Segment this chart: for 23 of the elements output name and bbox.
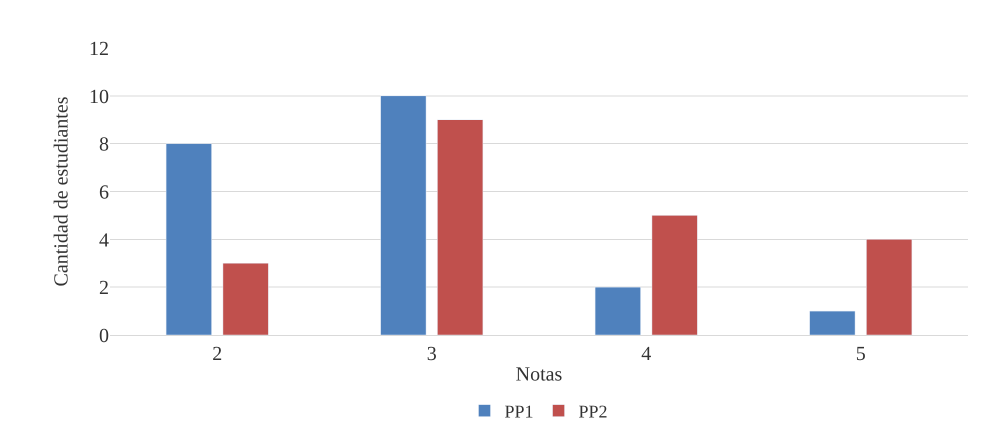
x-tick-label: 4 [641, 343, 652, 365]
x-tick-label: 3 [426, 343, 437, 365]
y-tick-label: 8 [99, 134, 109, 156]
legend-label: PP2 [578, 402, 608, 422]
x-tick-label: 2 [212, 343, 222, 365]
y-tick-label: 10 [89, 86, 109, 108]
bar [594, 286, 641, 335]
legend-label: PP1 [504, 402, 534, 422]
bar [809, 310, 856, 335]
bar [222, 263, 269, 335]
y-tick-label: 2 [99, 277, 109, 300]
bar [380, 96, 426, 335]
y-tick-label: 0 [99, 325, 109, 347]
x-tick-label: 5 [856, 343, 866, 365]
bar [437, 120, 484, 335]
bar [866, 239, 912, 335]
y-tick-label: 12 [89, 38, 109, 60]
bar [652, 215, 698, 335]
y-tick-label: 6 [99, 182, 109, 204]
y-axis-title: Cantidad de estudiantes [50, 96, 72, 286]
y-tick-label: 4 [99, 229, 109, 252]
x-axis-title: Notas [516, 364, 563, 386]
bar [166, 143, 212, 335]
